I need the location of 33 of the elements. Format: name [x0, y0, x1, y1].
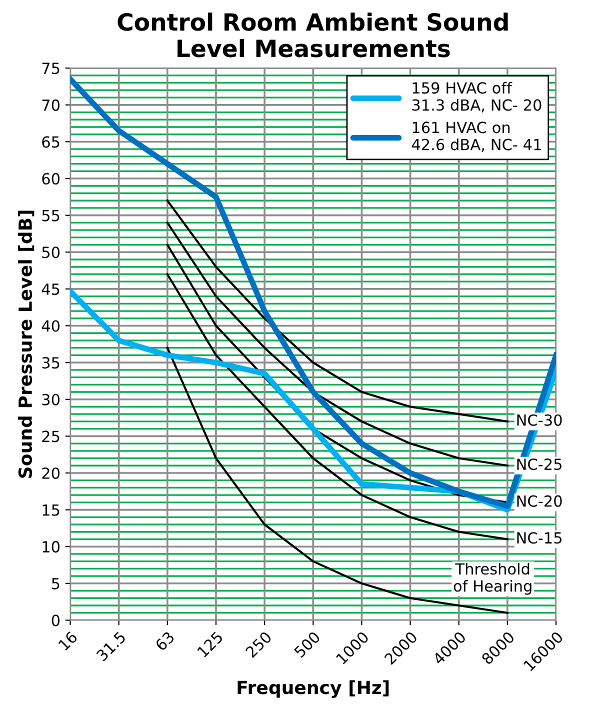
x-tick-label: 63 [154, 630, 175, 652]
y-tick-label: 60 [42, 173, 60, 185]
annotation: NC-15 [517, 532, 562, 544]
line-series [166, 222, 508, 467]
y-tick-label: 50 [42, 246, 60, 258]
y-tick-label: 20 [42, 467, 60, 480]
y-tick-label: 65 [42, 136, 60, 148]
annotation: NC-30 [517, 414, 562, 426]
annotation: NC-20 [517, 495, 562, 507]
x-axis-title: Frequency [Hz] [238, 680, 389, 698]
y-tick-label: 45 [42, 284, 60, 295]
y-tick-label: 5 [52, 578, 60, 590]
y-tick-label: 25 [42, 430, 60, 442]
line-series [166, 273, 508, 540]
y-tick-label: 10 [42, 541, 60, 553]
chart-title: Control Room Ambient Sound Level Measurements [118, 12, 508, 58]
annotation: NC-25 [517, 458, 562, 470]
y-axis-title: Sound Pressure Level [dB] [18, 210, 34, 478]
x-tick-label: 250 [244, 630, 272, 658]
annotation: Threshold of Hearing [454, 562, 532, 595]
y-tick-label: 70 [42, 99, 60, 111]
y-tick-label: 30 [42, 394, 60, 406]
y-tick-label: 40 [42, 320, 60, 332]
x-tick-label: 500 [294, 630, 321, 658]
y-tick-label: 35 [42, 357, 60, 369]
y-tick-label: 15 [42, 504, 60, 516]
y-tick-label: 75 [42, 62, 60, 74]
y-tick-label: 55 [42, 210, 60, 222]
y-tick-label: 0 [52, 614, 60, 626]
line-series [166, 200, 508, 422]
legend-label: 161 HVAC on 42.6 dBA, NC- 41 [412, 122, 541, 152]
x-tick-label: 16 [58, 630, 78, 651]
legend-label: 159 HVAC off 31.3 dBA, NC- 20 [412, 82, 542, 112]
